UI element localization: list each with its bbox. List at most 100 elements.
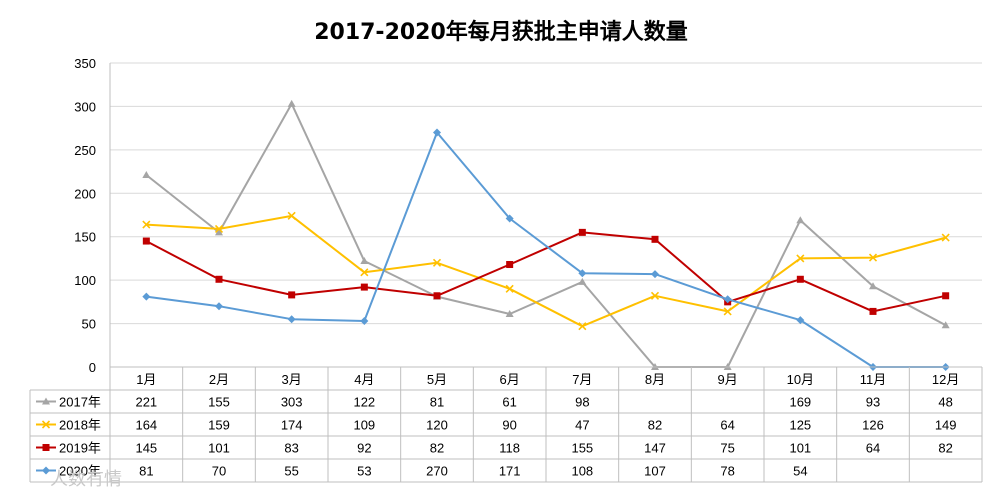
table-cell-value: 109 bbox=[353, 418, 375, 433]
y-tick-label: 100 bbox=[74, 273, 96, 288]
x-category-label: 4月 bbox=[354, 372, 374, 387]
data-point bbox=[505, 284, 514, 293]
data-point bbox=[869, 307, 877, 315]
data-point bbox=[360, 283, 368, 291]
table-cell-value: 164 bbox=[135, 418, 157, 433]
x-category-label: 7月 bbox=[572, 372, 592, 387]
table-cell-value: 81 bbox=[139, 464, 153, 479]
y-tick-label: 250 bbox=[74, 143, 96, 158]
data-point bbox=[869, 282, 877, 290]
data-point bbox=[433, 292, 441, 300]
y-tick-label: 150 bbox=[74, 230, 96, 245]
table-cell-value: 98 bbox=[575, 395, 589, 410]
data-point bbox=[941, 321, 950, 329]
legend-key-marker bbox=[42, 466, 50, 475]
y-axis-tick-labels: 0 50 100 150 200 250 300 350 bbox=[74, 56, 96, 375]
table-cell-value: 81 bbox=[430, 395, 444, 410]
y-tick-label: 200 bbox=[74, 186, 96, 201]
table-cell-value: 53 bbox=[357, 464, 371, 479]
table-cell-value: 107 bbox=[644, 464, 666, 479]
table-cell-value: 101 bbox=[789, 441, 811, 456]
legend-label: 2020年 bbox=[59, 464, 101, 479]
data-point bbox=[505, 310, 514, 318]
data-point bbox=[578, 277, 587, 285]
data-point bbox=[796, 254, 805, 263]
data-point bbox=[942, 292, 950, 300]
data-point bbox=[142, 220, 151, 229]
table-cell-value: 159 bbox=[208, 418, 230, 433]
table-cell-value: 78 bbox=[720, 464, 734, 479]
legend-label: 2018年 bbox=[59, 418, 101, 433]
table-cell-value: 221 bbox=[135, 395, 157, 410]
table-cell-value: 155 bbox=[571, 441, 593, 456]
table-cell-value: 47 bbox=[575, 418, 589, 433]
data-point bbox=[651, 270, 659, 279]
table-cell-value: 155 bbox=[208, 395, 230, 410]
x-category-label: 3月 bbox=[282, 372, 302, 387]
x-stroke bbox=[360, 268, 369, 277]
chart-title: 2017-2020年每月获批主申请人数量 bbox=[314, 19, 688, 45]
legend-label: 2017年 bbox=[59, 395, 101, 410]
y-tick-label: 350 bbox=[74, 56, 96, 71]
table-cell-value: 64 bbox=[720, 418, 734, 433]
data-point bbox=[651, 235, 659, 243]
data-point bbox=[287, 315, 296, 324]
table-cell-value: 83 bbox=[284, 441, 298, 456]
legend-key-marker bbox=[42, 444, 50, 451]
table-cell-value: 149 bbox=[935, 418, 957, 433]
series-line bbox=[146, 131, 946, 368]
y-tick-label: 0 bbox=[89, 360, 96, 375]
table-cell-value: 61 bbox=[502, 395, 516, 410]
data-point bbox=[868, 253, 878, 262]
data-point bbox=[650, 291, 660, 300]
x-stroke bbox=[41, 420, 51, 429]
table-cell-value: 122 bbox=[353, 395, 375, 410]
x-category-label: 5月 bbox=[427, 372, 447, 387]
data-point bbox=[215, 275, 223, 283]
table-cell-value: 147 bbox=[644, 441, 666, 456]
table-cell-value: 93 bbox=[866, 395, 880, 410]
legend-label: 2019年 bbox=[59, 441, 101, 456]
table-cell-value: 145 bbox=[135, 441, 157, 456]
table-cell-value: 70 bbox=[212, 464, 226, 479]
series-line bbox=[146, 214, 946, 328]
table-cell-value: 75 bbox=[720, 441, 734, 456]
data-point bbox=[796, 216, 805, 224]
x-stroke bbox=[432, 258, 442, 267]
x-stroke bbox=[796, 254, 805, 263]
data-point bbox=[578, 228, 586, 236]
table-cell-value: 171 bbox=[499, 464, 521, 479]
data-point bbox=[142, 292, 151, 301]
x-stroke bbox=[287, 211, 296, 220]
x-category-label: 11月 bbox=[860, 372, 887, 387]
data-point bbox=[723, 307, 732, 316]
x-stroke bbox=[578, 322, 587, 331]
data-point bbox=[287, 211, 296, 220]
table-cell-value: 303 bbox=[281, 395, 303, 410]
data-point bbox=[360, 316, 369, 325]
x-stroke bbox=[868, 253, 878, 262]
table-cell-value: 174 bbox=[281, 418, 303, 433]
data-point bbox=[215, 228, 223, 236]
table-cell-value: 101 bbox=[208, 441, 230, 456]
x-stroke bbox=[214, 224, 224, 233]
x-stroke bbox=[723, 307, 732, 316]
legend-key-marker bbox=[42, 397, 50, 405]
data-point bbox=[433, 128, 441, 137]
data-point bbox=[142, 237, 150, 245]
table-cell-value: 118 bbox=[499, 441, 520, 456]
data-point bbox=[578, 269, 587, 278]
table-cell-value: 82 bbox=[430, 441, 444, 456]
series-line bbox=[145, 231, 946, 313]
table-cell-value: 82 bbox=[648, 418, 662, 433]
y-tick-label: 300 bbox=[74, 99, 96, 114]
x-stroke bbox=[505, 284, 514, 293]
data-point bbox=[796, 316, 805, 325]
x-stroke bbox=[142, 220, 151, 229]
data-point bbox=[360, 268, 369, 277]
watermark-text: 人数有情 bbox=[50, 469, 122, 489]
table-cell-value: 108 bbox=[571, 464, 593, 479]
data-point bbox=[215, 302, 223, 311]
table-cell-value: 126 bbox=[862, 418, 884, 433]
